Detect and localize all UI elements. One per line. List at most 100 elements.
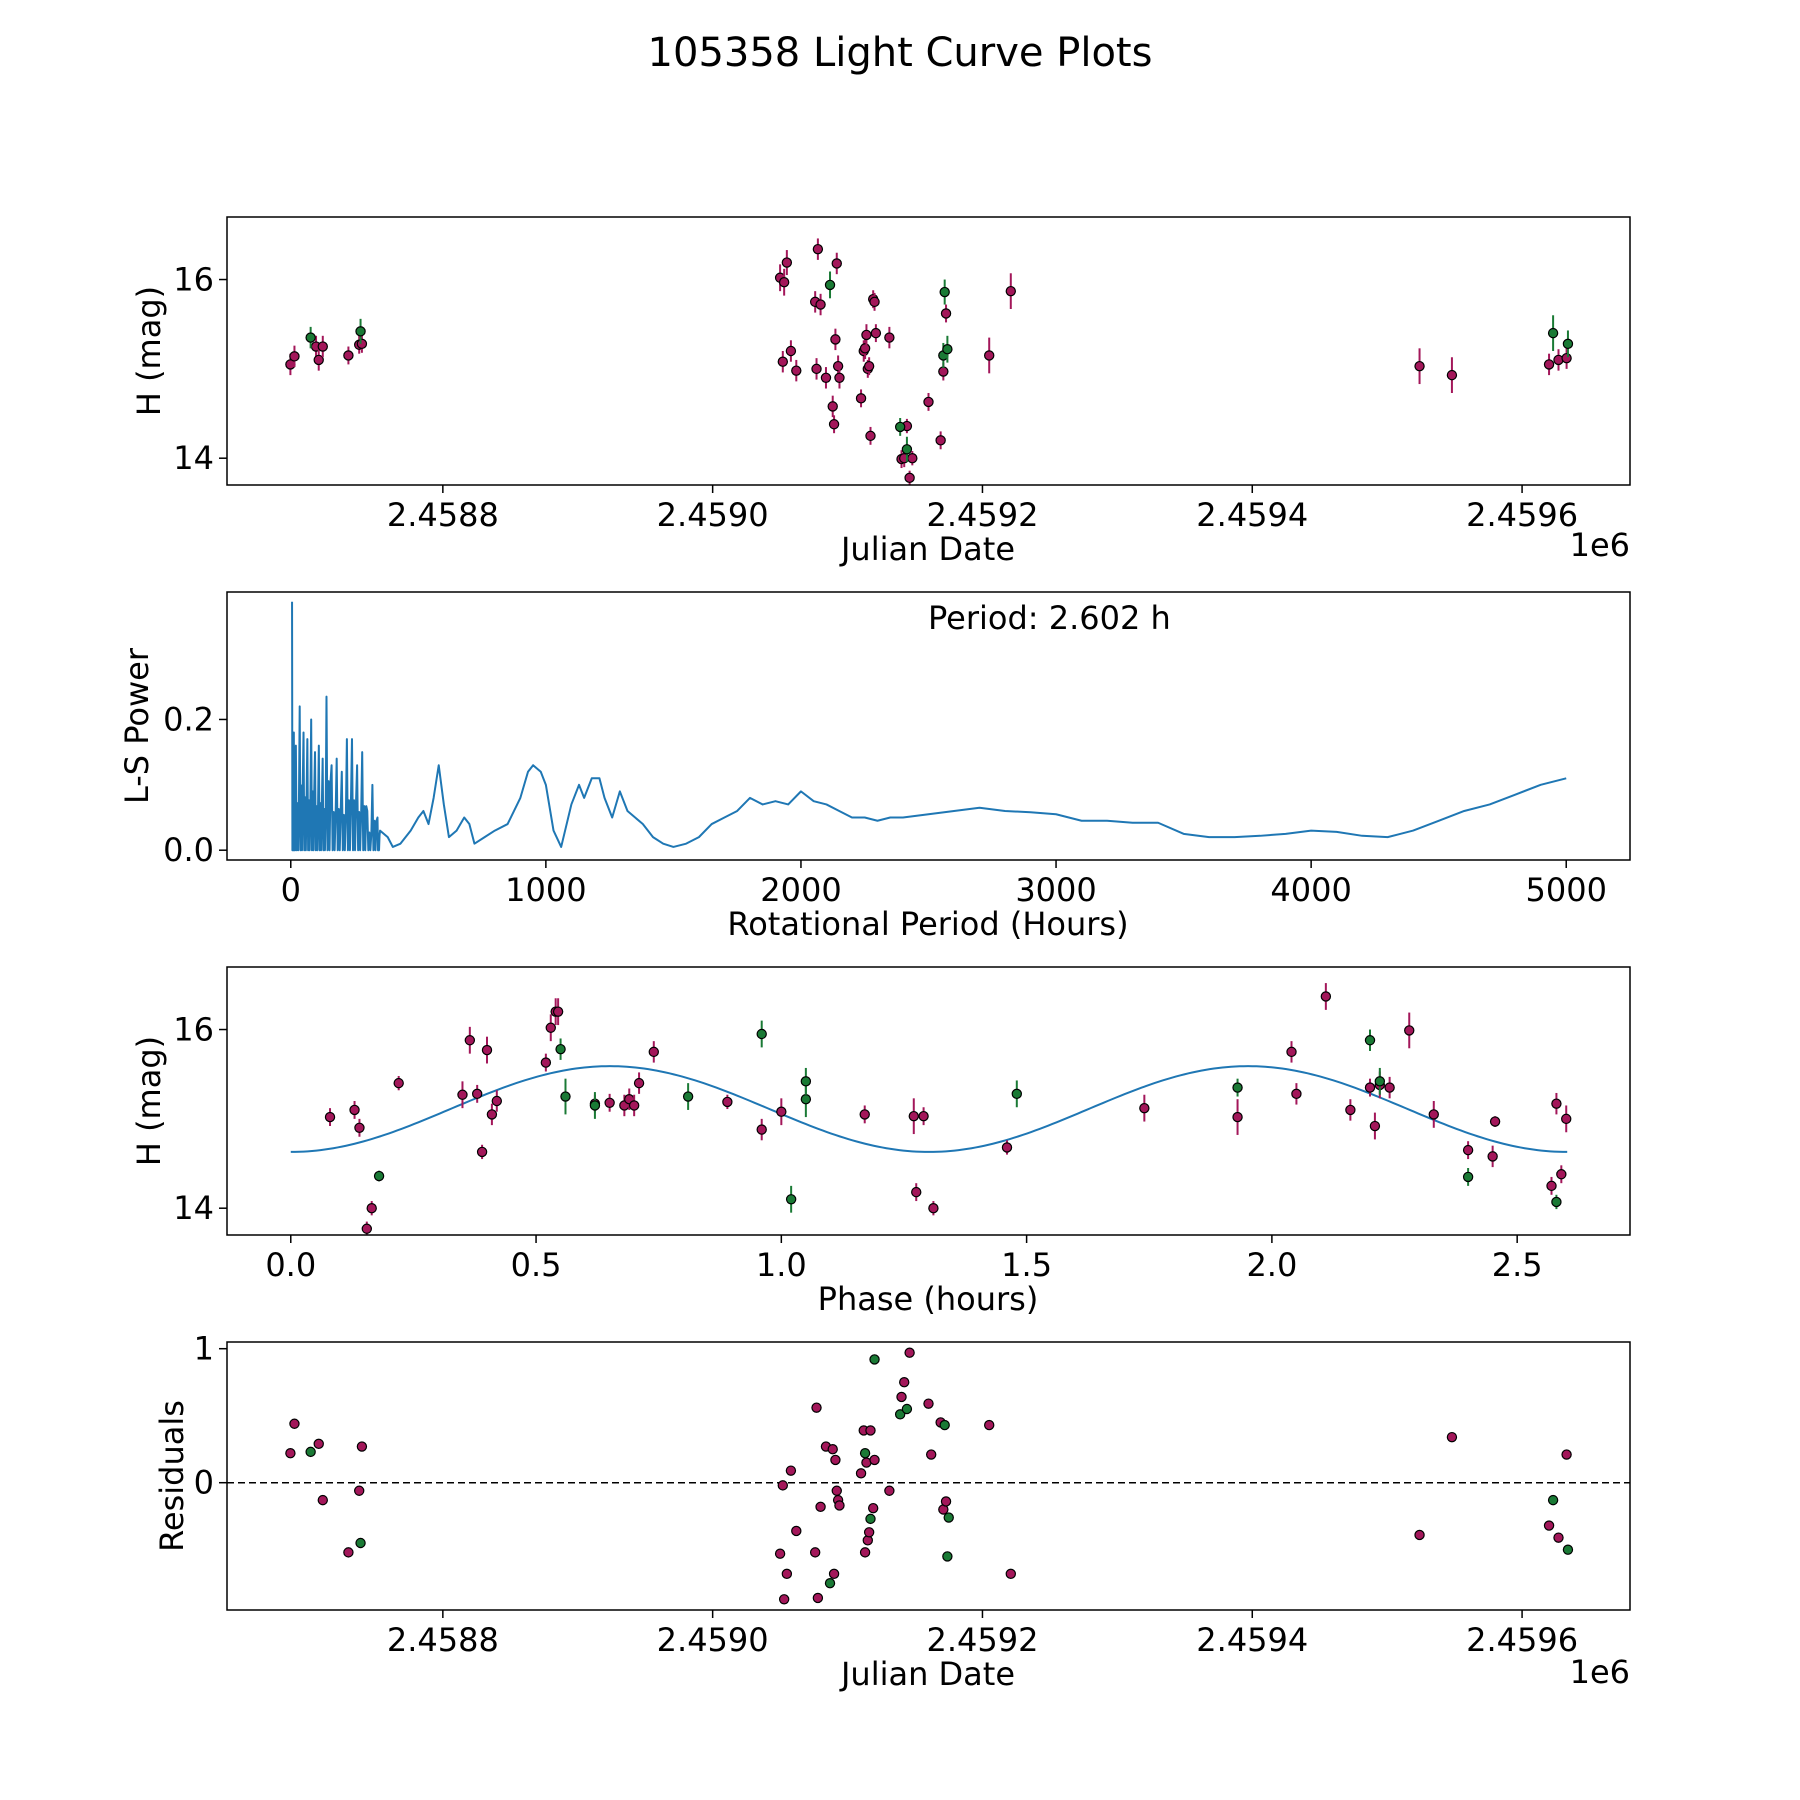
phased-point-g [682,1091,694,1102]
residuals-point-r [777,1480,789,1491]
phased-point-g [785,1194,797,1205]
residuals-x-tick-label: 2.4588 [387,1621,499,1659]
residuals-axes-frame [226,1341,1631,1611]
residuals-point-r [855,1468,867,1479]
residuals-point-r [923,1398,934,1409]
raw-point-r [855,393,867,404]
raw-y-axis-label: H (mag) [130,286,168,416]
residuals-point-r [1414,1529,1425,1541]
phased-point-r [1551,1098,1562,1109]
residuals-point-r [899,1376,910,1388]
residuals-point-r [812,1592,824,1604]
raw-point-r [830,334,841,345]
phased-point-r [393,1077,404,1089]
residuals-point-r [865,1425,876,1436]
residuals-point-r [869,1454,880,1466]
residuals-point-r [1005,1568,1016,1580]
residuals-point-r [1543,1520,1555,1531]
residuals-x-tick-label: 2.4592 [926,1621,1038,1659]
raw-point-g [824,279,836,291]
raw-x-tick-label: 2.4590 [657,496,769,534]
phased-point-g [1374,1076,1386,1087]
residuals-point-r [778,1594,790,1605]
raw-ticks: 2.4588 2.4590 2.4592 2.4594 2.4596 14 16 [173,261,1578,534]
phased-point-g [1232,1082,1243,1093]
raw-point-g [901,444,913,455]
phased-point-r [366,1202,377,1214]
phased-point-r [491,1095,503,1107]
phased-y-tick-label: 14 [173,1189,214,1227]
raw-point-g [894,421,906,433]
raw-point-r [884,332,895,343]
raw-point-r [785,345,797,357]
phased-point-r [911,1186,922,1198]
phased-point-r [633,1077,645,1089]
residuals-x-tick-label: 2.4590 [657,1621,769,1659]
raw-x-tick-label: 2.4592 [926,496,1038,534]
residuals-point-g [305,1446,316,1458]
residuals-point-r [313,1438,324,1450]
raw-x-offset-label: 1e6 [1570,526,1630,564]
periodogram-x-tick-label: 1000 [505,871,586,909]
phased-point-r [918,1110,929,1122]
phased-x-tick-label: 0.5 [511,1246,562,1284]
phased-point-r [1139,1102,1150,1114]
residuals-point-r [774,1548,786,1559]
raw-axes-frame [226,216,1631,486]
phased-point-r [540,1057,552,1068]
phased-point-r [1561,1113,1572,1125]
residuals-point-r [791,1525,802,1537]
periodogram-ticks: 0 1000 2000 3000 4000 5000 0.0 0.2 [163,700,1607,909]
phased-point-r [476,1146,488,1158]
residuals-point-g [355,1537,366,1549]
phased-point-g [1551,1196,1562,1208]
residuals-x-tick-label: 2.4594 [1196,1621,1308,1659]
residuals-x-axis-label: Julian Date [839,1655,1015,1693]
raw-point-r [940,308,952,319]
residuals-point-r [896,1391,907,1403]
residuals-point-r [289,1418,300,1429]
phased-point-r [1384,1082,1395,1093]
phased-point-g [373,1170,385,1182]
raw-point-r [859,343,871,354]
phased-point-r [1489,1116,1501,1127]
raw-point-r [834,372,845,383]
raw-point-r [935,435,946,446]
phased-point-r [1487,1151,1498,1162]
raw-point-r [313,354,324,366]
raw-point-r [1446,369,1458,381]
phased-point-r [1428,1109,1439,1120]
residuals-point-r [809,1547,821,1558]
phased-point-r [464,1035,476,1046]
residuals-point-r [867,1502,879,1514]
raw-point-g [939,286,950,298]
residuals-point-g [1547,1494,1559,1506]
raw-point-r [984,350,995,361]
periodogram-x-tick-label: 2000 [760,871,841,909]
phased-point-r [1369,1120,1381,1132]
residuals-point-g [894,1409,906,1420]
raw-x-tick-label: 2.4596 [1466,496,1578,534]
raw-x-tick-label: 2.4594 [1196,496,1308,534]
residuals-y-axis-label: Residuals [153,1400,191,1552]
phased-point-g [800,1094,812,1105]
phased-x-tick-label: 1.5 [1001,1246,1052,1284]
raw-point-r [938,366,949,377]
raw-point-r [1543,359,1555,370]
periodogram-x-tick-label: 5000 [1526,871,1607,909]
residuals-point-g [824,1577,836,1589]
phased-point-r [1345,1104,1356,1116]
periodogram-x-tick-label: 3000 [1015,871,1096,909]
phased-point-r [1291,1088,1302,1100]
panel-raw: 2.4588 2.4590 2.4592 2.4594 2.4596 14 16 Julia… [130,216,1631,568]
phased-point-r [486,1109,498,1120]
residuals-point-g [901,1403,913,1415]
fit-curve [290,1065,1568,1153]
phased-point-r [1232,1111,1243,1123]
residuals-point-g [1562,1544,1574,1555]
periodogram-y-tick-label: 0.0 [163,831,214,869]
raw-point-r [904,472,915,484]
residuals-point-r [830,1454,841,1466]
periodogram-x-tick-label: 0 [281,871,301,909]
phased-point-r [324,1111,336,1123]
